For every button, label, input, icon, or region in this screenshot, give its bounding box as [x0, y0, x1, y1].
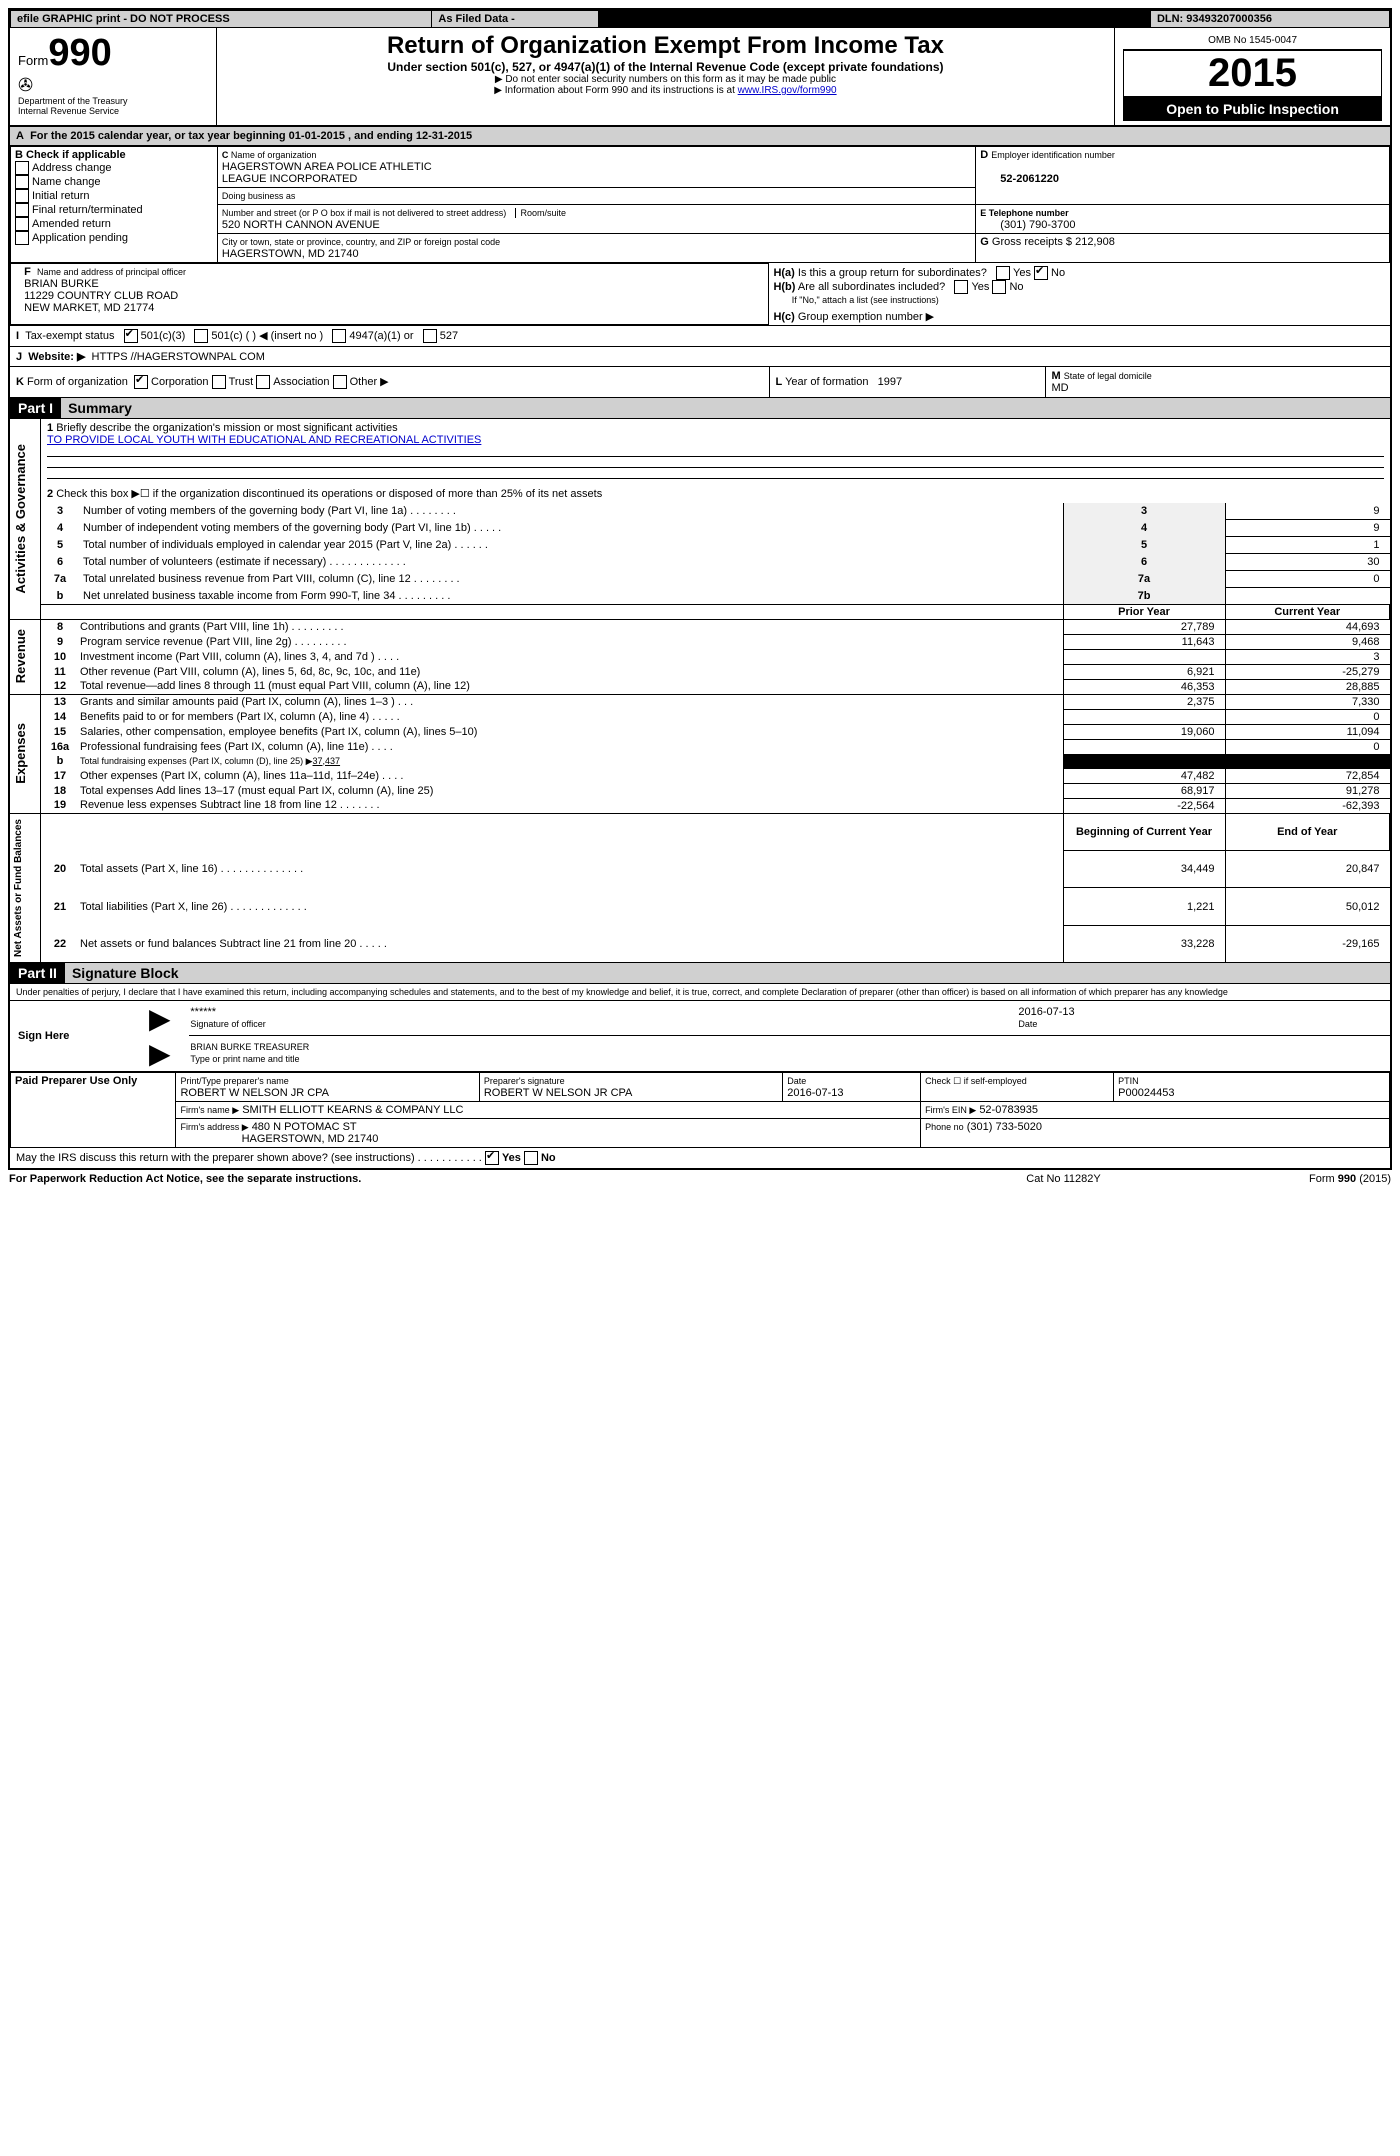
omb-no: OMB No 1545-0047 — [1123, 32, 1382, 50]
irs-label: Internal Revenue Service — [18, 106, 208, 116]
chk-address[interactable]: Address change — [15, 161, 213, 175]
org-name-2: LEAGUE INCORPORATED — [222, 173, 358, 185]
street-address: 520 NORTH CANNON AVENUE — [222, 219, 380, 231]
line-k: K Form of organization Corporation Trust… — [10, 367, 769, 397]
side-activities: Activities & Governance — [11, 440, 30, 598]
org-name-1: HAGERSTOWN AREA POLICE ATHLETIC — [222, 161, 432, 173]
sign-here-label: Sign Here — [10, 1001, 148, 1072]
form-label: Form990 — [18, 32, 208, 75]
discuss-no[interactable] — [524, 1151, 538, 1165]
ident-block: B Check if applicable Address change Nam… — [10, 146, 1390, 263]
hb-yes[interactable] — [954, 280, 968, 294]
tax-year: 2015 — [1123, 50, 1382, 97]
officer-name: BRIAN BURKE — [24, 278, 99, 290]
gross-receipts: 212,908 — [1075, 236, 1115, 248]
b-label: B Check if applicable — [15, 149, 213, 161]
chk-name[interactable]: Name change — [15, 175, 213, 189]
discuss-yes[interactable] — [485, 1151, 499, 1165]
hb-no[interactable] — [992, 280, 1006, 294]
part1-bar: Part I — [10, 398, 61, 418]
dept-treasury: Department of the Treasury — [18, 96, 208, 106]
form-footer: Form 990 (2015) — [1166, 1172, 1392, 1186]
line-m: M State of legal domicile MD — [1045, 367, 1390, 397]
as-filed: As Filed Data - — [432, 11, 599, 28]
dln: DLN: 93493207000356 — [1150, 11, 1389, 28]
form-title: Return of Organization Exempt From Incom… — [225, 32, 1106, 60]
side-expenses: Expenses — [11, 719, 30, 788]
efile-warning: efile GRAPHIC print - DO NOT PROCESS — [11, 11, 432, 28]
officer-name-title: BRIAN BURKE TREASURER — [190, 1042, 309, 1052]
side-revenue: Revenue — [11, 625, 30, 687]
form-subtitle: Under section 501(c), 527, or 4947(a)(1)… — [225, 60, 1106, 74]
ssn-note: ▶ Do not enter social security numbers o… — [225, 74, 1106, 85]
website: HTTPS //HAGERSTOWNPAL COM — [92, 351, 265, 363]
part2-bar: Part II — [10, 963, 65, 983]
ha-no[interactable] — [1034, 266, 1048, 280]
501c3-chk[interactable] — [124, 329, 138, 343]
officer-addr2: NEW MARKET, MD 21774 — [24, 302, 154, 314]
perjury-text: Under penalties of perjury, I declare th… — [9, 983, 1391, 1000]
officer-addr1: 11229 COUNTRY CLUB ROAD — [24, 290, 178, 302]
chk-final[interactable]: Final return/terminated — [15, 203, 213, 217]
pra-notice: For Paperwork Reduction Act Notice, see … — [8, 1172, 961, 1186]
chk-initial[interactable]: Initial return — [15, 189, 213, 203]
open-public: Open to Public Inspection — [1123, 97, 1382, 121]
line-l: L Year of formation 1997 — [769, 367, 1045, 397]
ha-yes[interactable] — [996, 266, 1010, 280]
mission-link[interactable]: TO PROVIDE LOCAL YOUTH WITH EDUCATIONAL … — [47, 434, 481, 446]
line-a: A For the 2015 calendar year, or tax yea… — [9, 126, 1391, 146]
chk-amended[interactable]: Amended return — [15, 217, 213, 231]
chk-pending[interactable]: Application pending — [15, 231, 213, 245]
form-990-page: efile GRAPHIC print - DO NOT PROCESS As … — [8, 8, 1392, 1170]
ein: 52-2061220 — [980, 173, 1059, 185]
telephone: (301) 790-3700 — [980, 219, 1075, 231]
part2-title: Signature Block — [68, 965, 179, 981]
city-state-zip: HAGERSTOWN, MD 21740 — [222, 248, 359, 260]
cat-no: Cat No 11282Y — [961, 1172, 1166, 1186]
irs-link[interactable]: www.IRS.gov/form990 — [738, 85, 837, 96]
side-net: Net Assets or Fund Balances — [11, 815, 26, 961]
info-note: ▶ Information about Form 990 and its ins… — [225, 85, 1106, 96]
part1-title: Summary — [64, 400, 132, 416]
spacer — [599, 11, 1151, 28]
paid-preparer-label: Paid Preparer Use Only — [11, 1072, 176, 1147]
top-bar: efile GRAPHIC print - DO NOT PROCESS As … — [10, 10, 1390, 28]
line-j: J Website: ▶ HTTPS //HAGERSTOWNPAL COM — [9, 347, 1391, 367]
line-i: I Tax-exempt status 501(c)(3) 501(c) ( )… — [9, 326, 1391, 347]
